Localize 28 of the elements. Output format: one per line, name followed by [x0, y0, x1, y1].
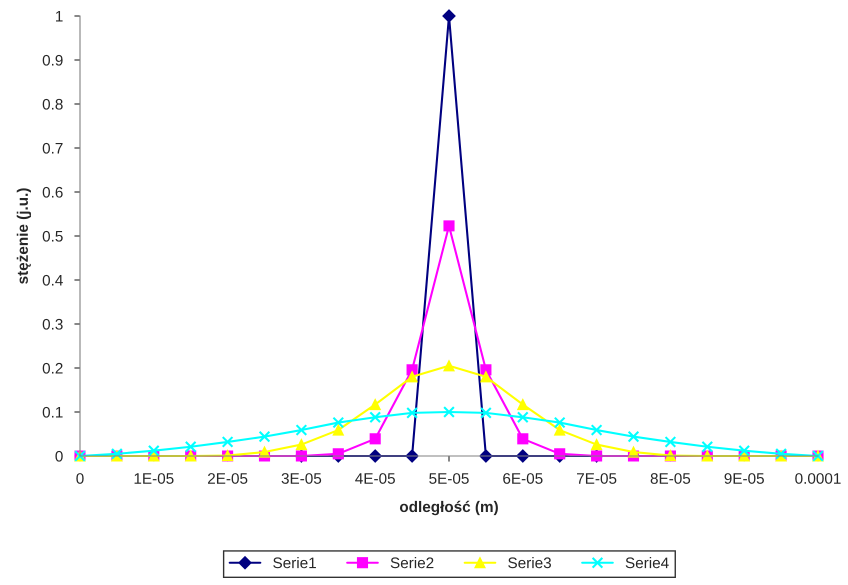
y-tick-label: 0.9	[42, 54, 63, 66]
legend-label: Serie1	[273, 557, 316, 568]
y-tick-label: 0.1	[42, 406, 63, 418]
x-tick-label: 3E-05	[282, 473, 322, 484]
x-tick-label: 2E-05	[208, 473, 248, 484]
x-tick-label: 4E-05	[355, 473, 395, 484]
y-tick-label: 0.5	[42, 230, 63, 242]
x-tick-label: 8E-05	[650, 473, 690, 484]
y-tick-label: 0	[55, 450, 63, 462]
y-tick-label: 0.3	[42, 318, 63, 330]
y-tick-label: 0.4	[42, 274, 63, 286]
y-tick-label: 0.6	[42, 186, 63, 198]
x-tick-label: 6E-05	[503, 473, 543, 484]
x-axis-title: odległość (m)	[400, 500, 498, 516]
x-tick-label: 1E-05	[134, 473, 174, 484]
x-tick-label: 0.0001	[795, 473, 841, 484]
y-tick-label: 0.2	[42, 362, 63, 374]
x-tick-label: 7E-05	[577, 473, 616, 484]
legend-label: Serie3	[508, 557, 551, 568]
y-tick-label: 1	[56, 11, 63, 22]
y-axis-title: stężenie (j.u.)	[16, 188, 31, 284]
y-tick-label: 0.8	[42, 98, 63, 110]
legend-label: Serie2	[390, 557, 434, 568]
legend-label: Serie4	[626, 557, 669, 568]
y-tick-label: 0.7	[42, 142, 63, 154]
x-tick-label: 5E-05	[429, 473, 469, 484]
x-tick-label: 0	[76, 473, 84, 484]
x-tick-label: 9E-05	[724, 473, 764, 484]
